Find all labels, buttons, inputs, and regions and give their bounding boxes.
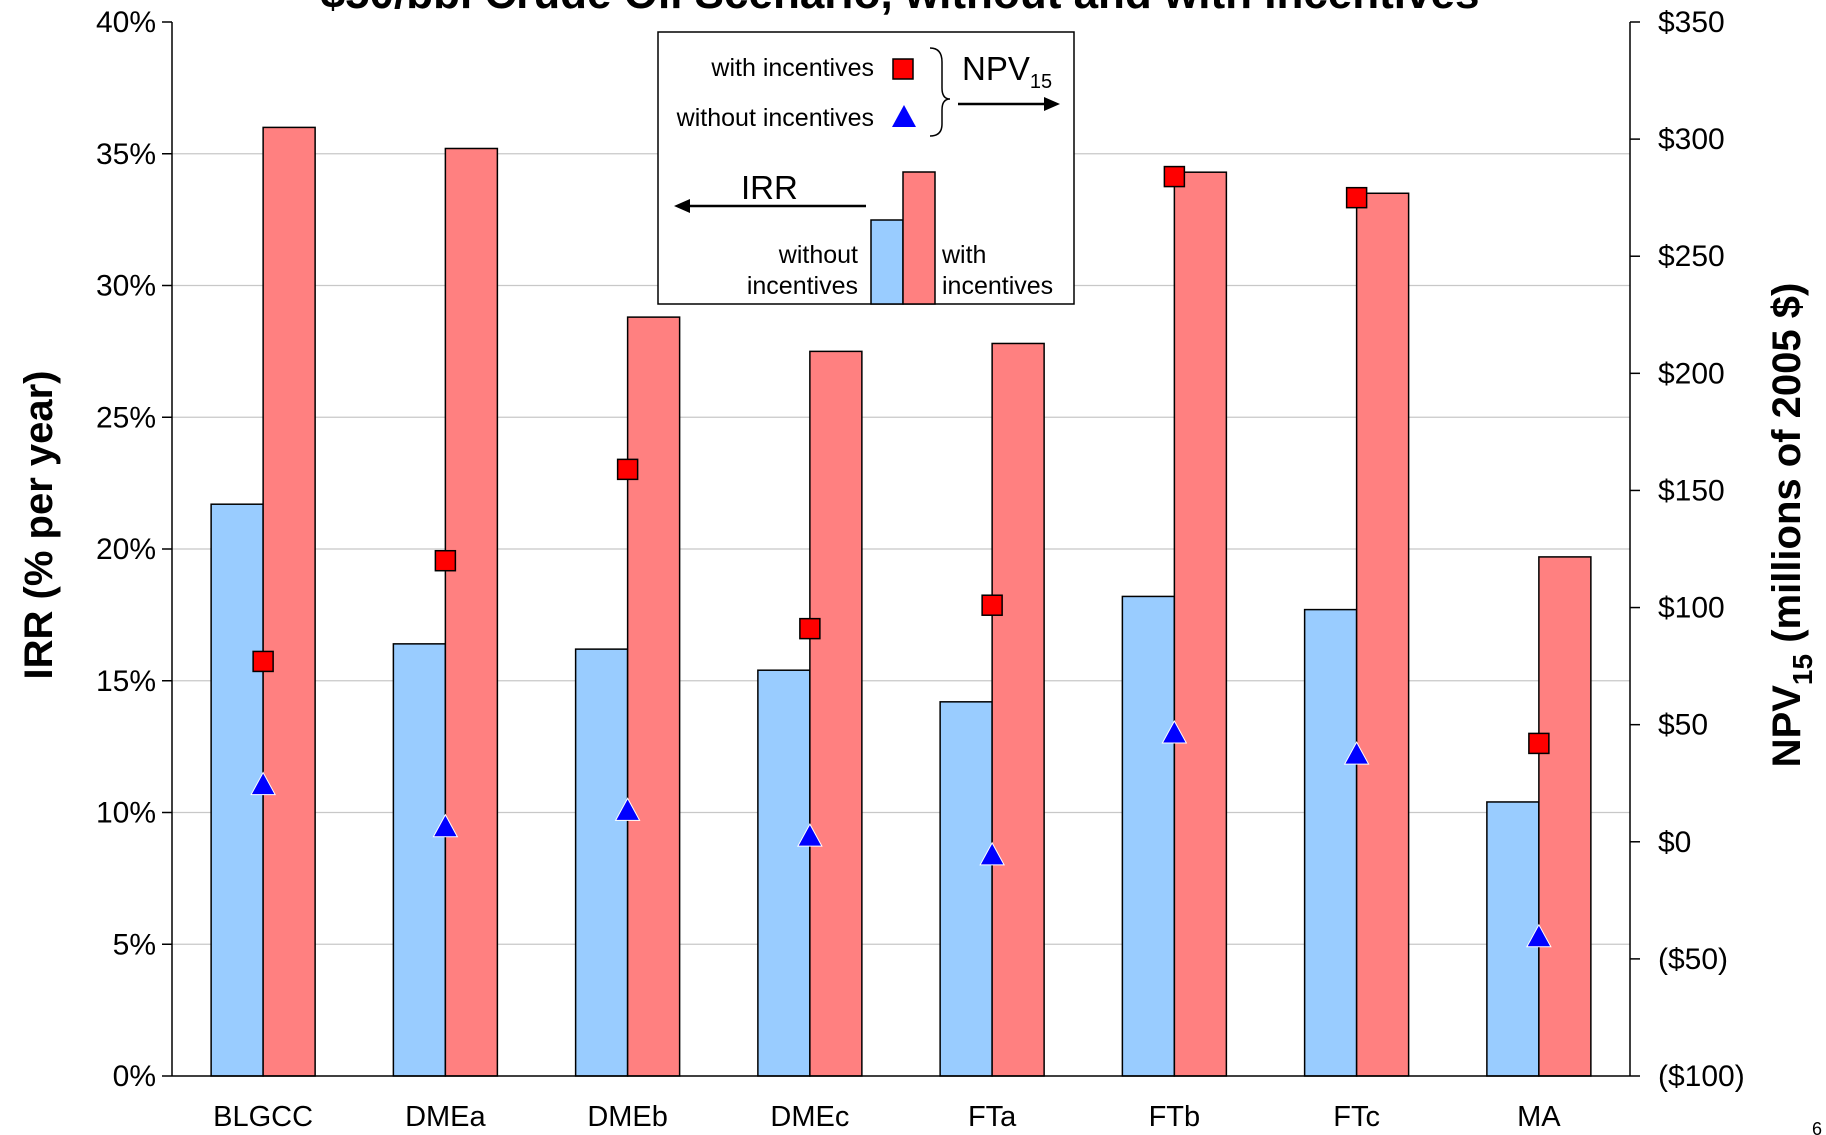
bar-irr-with-incentives	[1173, 171, 1228, 1077]
bar-irr-with-incentives	[444, 147, 499, 1077]
legend-bar-without	[870, 219, 904, 305]
legend-npv-arrow-head	[1044, 97, 1060, 111]
marker-npv-without-incentives	[979, 841, 1005, 866]
bar-irr-with-incentives	[1538, 556, 1592, 1077]
bar-irr-without-incentives	[757, 669, 811, 1077]
y-right-tick-label: $100	[1658, 592, 1725, 625]
bar-irr-without-incentives	[574, 648, 629, 1077]
y-axis-right-title: NPV15 (millions of 2005 $)	[1765, 283, 1818, 768]
legend-irr-label: IRR	[741, 169, 798, 206]
marker-npv-without-incentives	[432, 813, 459, 838]
legend-square-marker	[892, 58, 914, 80]
bar-irr-without-incentives	[392, 643, 447, 1077]
marker-npv-with-incentives	[252, 650, 274, 673]
marker-npv-with-incentives	[616, 458, 639, 481]
y-axis-right-title-rest: (millions of 2005 $)	[1765, 283, 1809, 654]
bar-irr-without-incentives	[1303, 608, 1358, 1077]
y-left-tick-label: 35%	[96, 138, 156, 171]
y-right-tick-label: $0	[1658, 826, 1691, 859]
marker-npv-without-incentives	[1343, 741, 1370, 765]
y-left-tick-label: 5%	[113, 928, 156, 961]
y-right-tick-label: $150	[1658, 474, 1725, 507]
bar-irr-without-incentives	[939, 701, 993, 1077]
y-axis-right-title-sub: 15	[1787, 654, 1818, 685]
y-right-tick-label: ($50)	[1658, 943, 1728, 976]
marker-npv-without-incentives	[1526, 923, 1552, 948]
y-left-tick-label: 20%	[96, 533, 156, 566]
y-right-tick-label: $50	[1658, 709, 1708, 742]
marker-npv-without-incentives	[797, 823, 823, 847]
marker-npv-with-incentives	[1163, 165, 1186, 188]
axes	[162, 21, 1640, 1077]
y-left-tick-label: 25%	[96, 401, 156, 434]
y-right-tick-label: $250	[1658, 240, 1725, 273]
y-axis-left-title: IRR (% per year)	[17, 371, 61, 680]
marker-npv-with-incentives	[981, 594, 1003, 616]
marker-npv-with-incentives	[1345, 186, 1368, 209]
legend-bar-with	[902, 171, 936, 305]
legend-npv-main: NPV	[962, 50, 1030, 87]
legend-triangle-marker	[892, 105, 916, 127]
legend-brace	[929, 47, 951, 137]
legend-npv-sub: 15	[1030, 71, 1052, 93]
legend-bar-with-line2: incentives	[942, 272, 1053, 300]
x-tick-label: FTc	[1333, 1101, 1380, 1133]
y-left-tick-label: 15%	[96, 665, 156, 698]
x-tick-label: DMEb	[587, 1101, 668, 1133]
marker-npv-with-incentives	[799, 617, 821, 640]
x-tick-label: BLGCC	[213, 1101, 313, 1133]
legend-bar-with-line1: with	[941, 241, 986, 269]
marker-npv-without-incentives	[250, 771, 276, 796]
x-tick-label: DMEc	[770, 1101, 849, 1133]
legend-bar-without-line2: incentives	[747, 272, 858, 300]
marker-npv-with-incentives	[434, 549, 457, 572]
legend-without-incentives-label: without incentives	[676, 104, 874, 132]
tick-labels: 0% 5% 10% 15% 20% 25% 30% 35% 40% ($100) ($50) $0 $5…	[96, 6, 1745, 1133]
y-left-tick-label: 30%	[96, 270, 156, 303]
legend: with incentives without incentives NPV15…	[657, 31, 1075, 305]
legend-irr-arrow-head	[674, 199, 690, 213]
y-axis-right-title-main: NPV	[1765, 685, 1809, 768]
legend-npv-label: NPV15	[962, 50, 1052, 93]
bar-irr-with-incentives	[1355, 192, 1410, 1077]
legend-box	[657, 31, 1075, 305]
y-right-tick-label: $300	[1658, 123, 1725, 156]
marker-npv-without-incentives	[614, 797, 641, 821]
legend-with-incentives-label: with incentives	[710, 54, 874, 82]
page-number: 6	[1812, 1119, 1822, 1135]
bar-irr-without-incentives	[1121, 595, 1176, 1077]
bar-irr-with-incentives	[262, 126, 316, 1077]
x-tick-label: FTa	[968, 1101, 1017, 1133]
chart-title: $50/bbl Crude Oil Scenario, without and …	[321, 0, 1480, 18]
y-left-tick-label: 0%	[113, 1060, 156, 1093]
marker-npv-without-incentives	[1161, 719, 1188, 744]
x-tick-label: DMEa	[405, 1101, 486, 1133]
bar-irr-without-incentives	[1486, 801, 1540, 1077]
y-right-tick-label: ($100)	[1658, 1060, 1745, 1093]
bar-irr-with-incentives	[991, 342, 1045, 1077]
marker-npv-with-incentives	[1528, 732, 1550, 755]
x-tick-label: MA	[1517, 1101, 1561, 1133]
y-left-tick-label: 10%	[96, 797, 156, 830]
y-right-tick-label: $350	[1658, 6, 1725, 39]
markers	[250, 165, 1552, 948]
legend-bar-without-line1: without	[778, 241, 858, 269]
y-right-tick-label: $200	[1658, 357, 1725, 390]
bars	[210, 126, 1592, 1077]
y-left-tick-label: 40%	[96, 6, 156, 39]
bar-irr-with-incentives	[809, 350, 863, 1077]
bar-irr-with-incentives	[626, 316, 681, 1077]
x-tick-label: FTb	[1149, 1101, 1201, 1133]
